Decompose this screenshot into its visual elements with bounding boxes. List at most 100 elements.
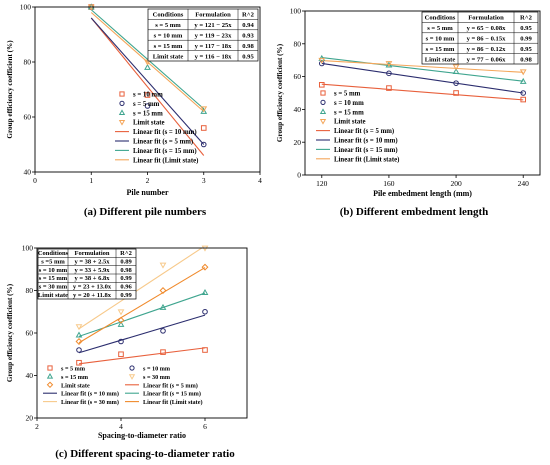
legend-label: Linear fit (Limit state) [133, 157, 198, 164]
fit-line [90, 17, 205, 145]
x-tick-label: 3 [202, 176, 206, 185]
table-cell: s = 5 mm [155, 22, 181, 29]
data-point [117, 320, 125, 327]
table-cell: y = 116 − 18x [195, 53, 233, 60]
data-point [144, 59, 151, 66]
table-frame [421, 11, 539, 65]
legend-label: Linear fit (s = 15 mm) [133, 148, 197, 155]
data-point [117, 309, 125, 316]
data-point [118, 338, 124, 345]
y-tick-label: 0 [297, 171, 301, 180]
x-tick-label: 160 [383, 179, 395, 188]
legend-marker [320, 90, 326, 96]
y-tick-label: 60 [24, 113, 32, 122]
y-axis-label: Group efficiency coefficient (%) [6, 40, 14, 139]
table-cell: y = 86 − 0.12x [467, 46, 507, 53]
y-tick-label: 100 [20, 3, 32, 12]
table-header-cell: Formulation [468, 15, 504, 22]
fit-line [78, 314, 206, 354]
data-point [160, 349, 166, 355]
data-point [160, 328, 166, 334]
plot-frame [304, 10, 541, 176]
table-cell: 0.95 [520, 46, 532, 53]
fit-line [90, 17, 205, 156]
fit-line [78, 248, 203, 330]
data-point [386, 85, 392, 91]
table-cell: s = 10 mm [426, 35, 455, 42]
y-tick-label: 80 [24, 58, 32, 67]
fit-line [78, 292, 206, 337]
table-header-cell: Conditions [153, 12, 184, 19]
table-cell: Limit state [153, 53, 184, 60]
table-cell: s = 5 mm [427, 25, 453, 32]
legend-label: Limit state [133, 120, 165, 127]
legend-label: s = 15 mm [334, 109, 364, 116]
data-point [159, 287, 167, 294]
table-cell: 0.96 [120, 284, 132, 291]
y-axis-label: Group efficiency coefficient (%) [6, 283, 14, 382]
table-cell: 0.95 [520, 25, 532, 32]
table-cell: 0.98 [520, 56, 532, 63]
legend-marker [119, 91, 125, 97]
legend-label: Linear fit (s = 5 mm) [133, 139, 193, 146]
legend-label: s = 5 mm [61, 366, 86, 373]
legend-label: Linear fit (s = 10 mm) [61, 391, 119, 398]
table-cell: y = 33 + 5.9x [74, 267, 110, 274]
table-cell: 0.99 [120, 292, 132, 299]
legend-marker [46, 381, 54, 389]
x-tick-label: 240 [518, 179, 530, 188]
table-cell: Limit state [38, 292, 68, 299]
table-cell: 0.94 [242, 22, 254, 29]
y-tick-label: 60 [294, 72, 302, 81]
data-point [385, 61, 393, 68]
table-cell: 0.93 [242, 32, 254, 39]
legend-label: s = 15 mm [133, 110, 163, 117]
data-point [159, 262, 167, 269]
x-tick-label: 200 [450, 179, 462, 188]
table-header-cell: R^2 [120, 250, 132, 257]
legend-label: s = 30 mm [143, 374, 171, 381]
table-header-cell: Conditions [38, 250, 69, 257]
table-cell: 0.99 [120, 275, 132, 282]
x-tick-label: 1 [89, 176, 93, 185]
legend-marker [320, 99, 326, 106]
data-point [318, 60, 325, 67]
table-cell: y = 38 + 2.5x [74, 259, 110, 266]
legend-marker [129, 365, 135, 371]
data-point [144, 103, 151, 109]
table-cell: y = 65 − 0.08x [467, 25, 507, 32]
table-frame [147, 8, 259, 62]
legend-label: s = 10 mm [143, 366, 171, 373]
legend-label: s = 15 mm [61, 374, 89, 381]
table-cell: y = 38 + 6.8x [74, 275, 110, 282]
table-header-cell: Conditions [425, 15, 456, 22]
legend-marker [319, 119, 327, 125]
table-cell: y = 121 − 25x [194, 22, 232, 29]
legend-marker [118, 120, 126, 126]
legend-marker [46, 372, 54, 379]
table-cell: s =5 mm [41, 259, 65, 266]
data-point [200, 141, 207, 148]
data-point [144, 63, 151, 70]
fit-line [90, 9, 205, 110]
table-cell: s = 30 mm [39, 284, 68, 291]
panel-a: 0 1 2 3 4 40 60 80 100 Pile number Group efficienc… [6, 3, 262, 197]
table-cell: 0.98 [242, 43, 254, 50]
legend-label: Linear fit (s = 5 mm) [334, 128, 394, 135]
data-point [144, 92, 151, 98]
legend-marker [118, 109, 126, 115]
x-tick-label: 2 [35, 422, 39, 431]
formula-table: Conditions Formulation R^2 s = 5 mm y = 65 −… [421, 11, 539, 65]
data-point [200, 107, 208, 114]
table-cell: s = 10 mm [154, 32, 183, 39]
data-point [76, 347, 82, 353]
x-tick-label: 6 [203, 422, 207, 431]
data-point [117, 316, 125, 324]
data-point [75, 324, 83, 331]
table-header-cell: Formulation [74, 250, 109, 257]
data-point [519, 77, 527, 84]
fit-line [78, 267, 206, 344]
panel-b: 120 160 200 240 0 20 40 60 80 100 Pile embedment l… [276, 7, 541, 198]
data-point [318, 82, 325, 88]
legend-label: s = 5 mm [334, 91, 361, 98]
